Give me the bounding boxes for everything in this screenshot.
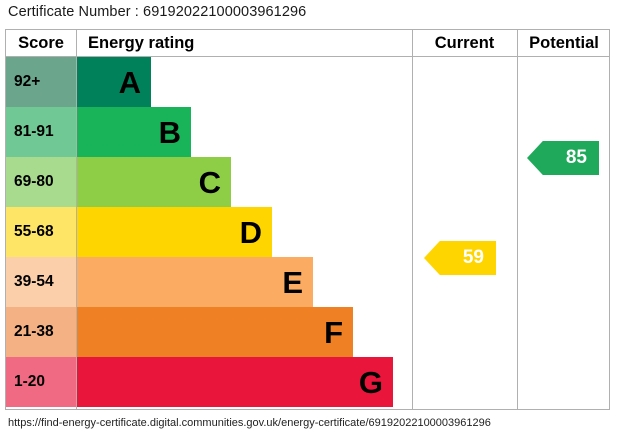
band-score-range: 55-68 [6,207,76,257]
band-row: 39-54 E [6,257,412,307]
band-row: 92+ A [6,57,412,107]
current-rating-arrow: 59 [424,241,496,275]
potential-rating-value: 85 [565,147,587,168]
band-letter: G [358,364,383,400]
certificate-number-line: Certificate Number : 6919202210000396129… [8,4,307,20]
band-row: 1-20 G [6,357,412,407]
band-row: 55-68 D [6,207,412,257]
potential-rating-arrow: 85 [527,141,599,175]
table-header-row: Score Energy rating Current Potential [6,30,609,57]
band-bar: C [77,157,231,207]
band-score-range: 21-38 [6,307,76,357]
band-letter: A [118,64,141,100]
band-row: 21-38 F [6,307,412,357]
band-letter: B [158,114,181,150]
band-bar: G [77,357,393,407]
band-letter: F [324,314,343,350]
band-row: 81-91 B [6,107,412,157]
current-rating-value: 59 [462,247,484,268]
band-score-range: 92+ [6,57,76,107]
band-letter: C [198,164,221,200]
band-score-range: 1-20 [6,357,76,407]
divider-score-column [76,30,77,410]
column-header-energy-rating: Energy rating [88,34,195,52]
band-score-range: 39-54 [6,257,76,307]
energy-rating-table: Score Energy rating Current Potential 92… [5,29,610,410]
band-bar: D [77,207,272,257]
band-row: 69-80 C [6,157,412,207]
band-bar: E [77,257,313,307]
band-score-range: 81-91 [6,107,76,157]
column-header-current: Current [434,34,495,52]
band-bar: B [77,107,191,157]
rating-bands: 92+ A 81-91 B 69-80 C 55-68 D 39-54 E 21-38 F 1-20 G [6,57,609,410]
band-score-range: 69-80 [6,157,76,207]
source-url-text: https://find-energy-certificate.digital.… [8,417,491,429]
column-header-potential: Potential [529,34,599,52]
band-bar: F [77,307,353,357]
band-letter: D [239,214,262,250]
column-header-score: Score [18,34,64,52]
divider-current-column [412,30,413,410]
divider-potential-column [517,30,518,410]
band-bar: A [77,57,151,107]
band-letter: E [282,264,303,300]
